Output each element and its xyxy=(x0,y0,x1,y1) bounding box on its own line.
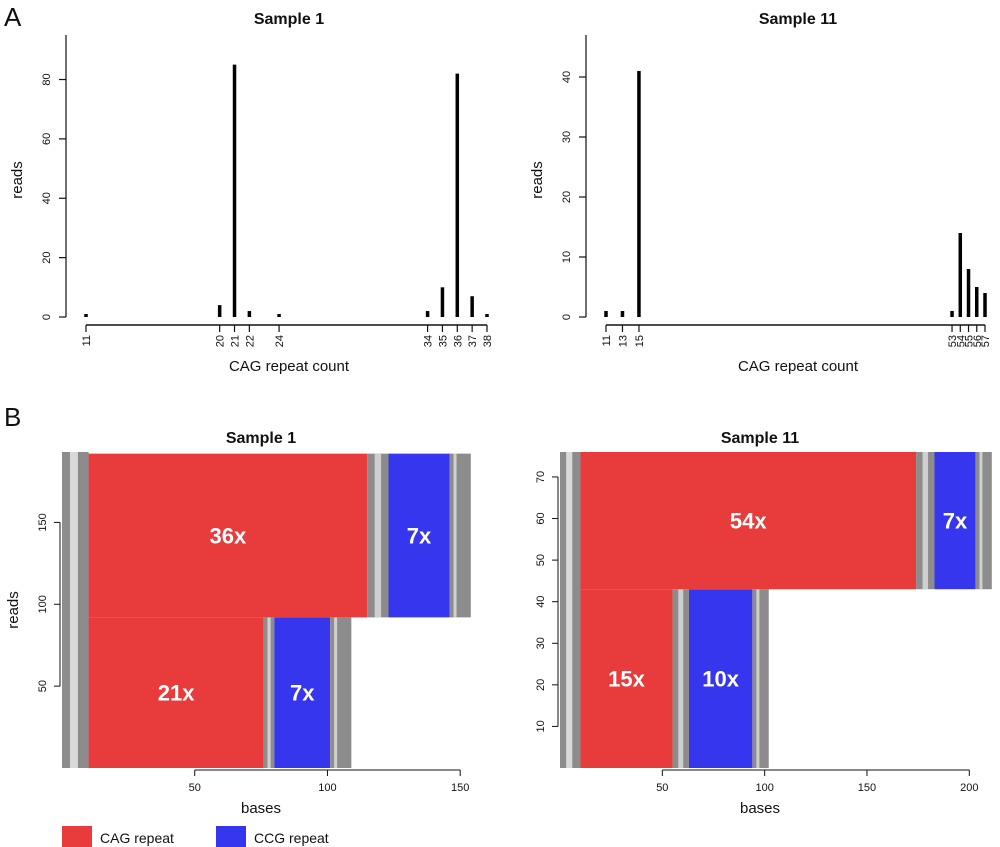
x-tick-label: 15 xyxy=(634,335,646,347)
repeat-segment-cag xyxy=(88,617,264,768)
segment-label: 15x xyxy=(608,667,645,692)
x-tick-label: 13 xyxy=(617,335,629,347)
y-tick-label: 40 xyxy=(41,192,53,204)
tail-grey xyxy=(334,617,338,768)
legend-swatch-cag xyxy=(62,826,92,847)
y-tick-label: 20 xyxy=(535,679,547,691)
y-tick-label: 40 xyxy=(561,71,573,83)
repeat-segment-cag xyxy=(580,589,673,768)
x-tick-label: 54 xyxy=(955,335,967,347)
y-tick-label: 0 xyxy=(561,314,573,320)
repeat-segment-ccg xyxy=(388,453,450,618)
y-axis-label: reads xyxy=(5,591,22,629)
x-tick-label: 150 xyxy=(451,782,469,794)
legend-label-cag: CAG repeat xyxy=(100,830,174,846)
x-tick-label: 53 xyxy=(947,335,959,347)
chart-a-sample-1: Sample 1 CAG repeat count reads 0 20 40 60 80 11… xyxy=(9,11,494,375)
chart-b-sample-1: Sample 1 bases reads 21x 7x 36x 7x 50 100 150 50 10… xyxy=(5,430,471,817)
y-tick-label: 50 xyxy=(37,680,49,692)
repeat-segment-ccg xyxy=(274,617,331,768)
y-tick-label: 60 xyxy=(535,512,547,524)
y-tick-label: 30 xyxy=(535,637,547,649)
x-tick-label: 100 xyxy=(318,782,336,794)
tail-grey xyxy=(449,453,471,618)
x-tick-label: 55 xyxy=(964,335,976,347)
y-tick-label: 10 xyxy=(535,720,547,732)
x-tick-label: 57 xyxy=(980,335,992,347)
y-tick-label: 20 xyxy=(41,252,53,264)
x-axis-label: bases xyxy=(241,800,281,817)
segment-label: 10x xyxy=(702,667,739,692)
repeat-segment-cag xyxy=(88,453,368,618)
repeat-segment-ccg xyxy=(934,452,976,590)
chart-title: Sample 1 xyxy=(254,11,324,28)
y-tick-label: 70 xyxy=(535,471,547,483)
segment-label: 7x xyxy=(290,681,315,706)
y-tick-label: 80 xyxy=(41,73,53,85)
repeat-segment-ccg xyxy=(688,589,753,768)
repeat-segment-cag xyxy=(580,452,917,590)
x-tick-label: 37 xyxy=(467,335,479,347)
y-tick-label: 150 xyxy=(37,513,49,531)
chart-title: Sample 1 xyxy=(226,430,296,447)
x-tick-label: 50 xyxy=(656,782,668,794)
y-tick-label: 10 xyxy=(561,251,573,263)
tail-grey xyxy=(453,453,457,618)
segment-label: 7x xyxy=(407,524,432,549)
y-tick-label: 30 xyxy=(561,131,573,143)
chart-title: Sample 11 xyxy=(759,11,837,28)
segment-label: 21x xyxy=(158,681,195,706)
x-axis-label: CAG repeat count xyxy=(738,358,859,375)
flank-grey xyxy=(566,452,573,768)
x-tick-label: 24 xyxy=(274,335,286,347)
interruption-grey xyxy=(678,589,684,768)
y-tick-label: 20 xyxy=(561,191,573,203)
y-tick-label: 50 xyxy=(535,554,547,566)
x-tick-label: 35 xyxy=(437,335,449,347)
x-tick-label: 150 xyxy=(858,782,876,794)
x-tick-label: 34 xyxy=(423,335,435,347)
x-axis-label: CAG repeat count xyxy=(229,358,350,375)
legend-swatch-ccg xyxy=(216,826,246,847)
x-axis-label: bases xyxy=(740,800,780,817)
y-tick-label: 60 xyxy=(41,133,53,145)
segment-label: 54x xyxy=(730,509,767,534)
panel-a-letter: A xyxy=(4,2,22,32)
interruption-grey xyxy=(922,452,929,590)
x-tick-label: 20 xyxy=(215,335,227,347)
y-tick-label: 40 xyxy=(535,596,547,608)
segment-label: 7x xyxy=(943,509,968,534)
y-tick-label: 100 xyxy=(37,595,49,613)
tail-grey xyxy=(756,589,760,768)
x-tick-label: 11 xyxy=(81,335,93,346)
segment-label: 36x xyxy=(210,524,247,549)
y-axis-label: reads xyxy=(9,161,26,199)
chart-a-sample-11: Sample 11 CAG repeat count reads 0 10 20 30 40 1… xyxy=(529,11,992,375)
x-tick-label: 38 xyxy=(482,335,494,347)
x-tick-label: 200 xyxy=(960,782,978,794)
flank-grey xyxy=(69,452,78,768)
tail-grey xyxy=(752,589,769,768)
chart-b-sample-11: Sample 11 bases 15x 10x 54x 7x 10 20 30 40 50 60 70 5… xyxy=(535,430,992,817)
legend-label-ccg: CCG repeat xyxy=(254,830,329,846)
x-tick-label: 56 xyxy=(972,335,984,347)
y-axis-label: reads xyxy=(529,161,546,199)
chart-title: Sample 11 xyxy=(721,430,799,447)
x-tick-label: 21 xyxy=(230,335,242,347)
x-tick-label: 36 xyxy=(452,335,464,347)
tail-grey xyxy=(330,617,352,768)
x-tick-label: 22 xyxy=(244,335,256,347)
interruption-grey xyxy=(267,617,271,768)
tail-grey xyxy=(975,452,992,590)
legend: CAG repeat CCG repeat xyxy=(62,826,329,847)
x-tick-label: 100 xyxy=(755,782,773,794)
panel-b-letter: B xyxy=(4,402,21,432)
interruption-grey xyxy=(374,453,382,618)
tail-grey xyxy=(979,452,983,590)
y-tick-label: 0 xyxy=(41,314,53,320)
x-tick-label: 50 xyxy=(189,782,201,794)
x-tick-label: 11 xyxy=(601,335,613,346)
